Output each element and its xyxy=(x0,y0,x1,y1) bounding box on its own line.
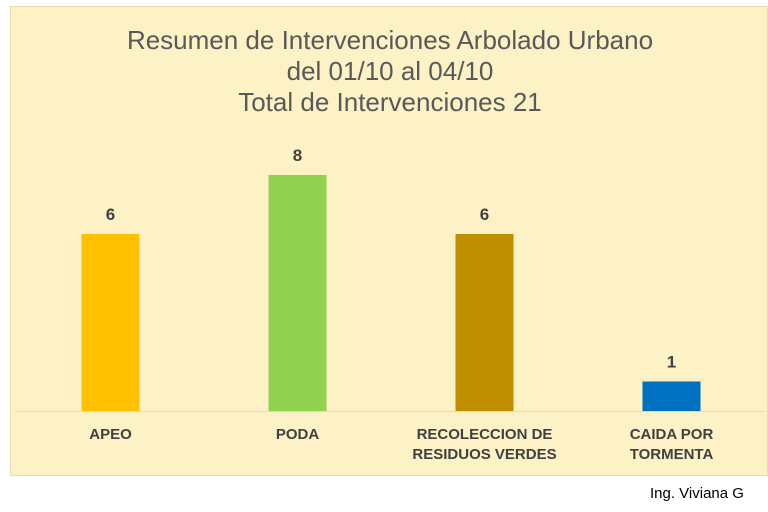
data-label-3: 1 xyxy=(667,353,676,372)
data-label-2: 6 xyxy=(480,205,489,224)
bar-1 xyxy=(269,175,327,411)
bar-3 xyxy=(643,382,701,412)
data-label-0: 6 xyxy=(106,205,115,224)
category-label-2-line-0: RECOLECCION DE xyxy=(417,426,553,443)
category-label-0-line-0: APEO xyxy=(89,426,132,443)
chart-panel: Resumen de Intervenciones Arbolado Urban… xyxy=(10,6,768,476)
bar-chart: 6 APEO 8 PODA 6 RECOLECCION DE RESIDUOS VERDES… xyxy=(11,7,768,477)
author-credit: Ing. Viviana G xyxy=(650,485,744,502)
category-label-1-line-0: PODA xyxy=(276,426,320,443)
category-label-3-line-1: TORMENTA xyxy=(630,446,714,463)
category-label-3-line-0: CAIDA POR xyxy=(630,426,714,443)
bar-0 xyxy=(82,234,140,411)
data-label-1: 8 xyxy=(293,146,302,165)
category-label-2-line-1: RESIDUOS VERDES xyxy=(412,446,556,463)
bar-2 xyxy=(456,234,514,411)
